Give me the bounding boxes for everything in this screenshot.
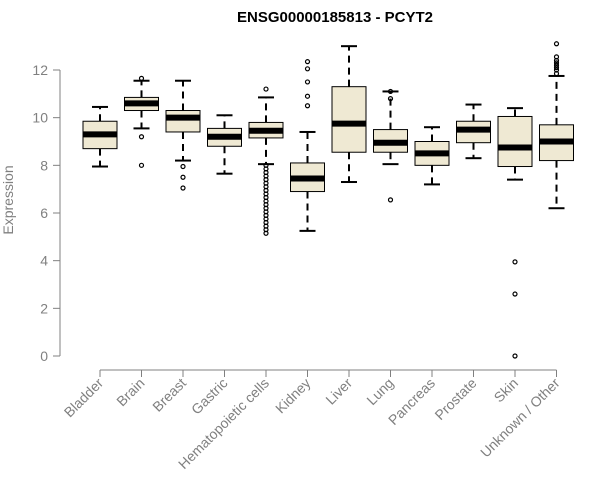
boxes-group [82,41,574,359]
outlier-point [512,291,518,297]
outlier-point [304,93,311,99]
outlier-point [387,95,394,102]
outlier-point [553,54,560,60]
outlier-point [512,353,518,359]
box-brain [124,75,159,168]
x-tick-label: Breast [149,375,189,415]
outlier-point [553,41,560,47]
x-tick-label: Bladder [61,375,107,421]
chart-title: ENSG00000185813 - PCYT2 [237,9,433,26]
box-hematopoietic-cells [248,86,284,236]
outlier-point [180,163,186,170]
y-axis-label: Expression [0,165,16,234]
y-tick-label: 8 [40,157,48,173]
x-tick-label: Brain [113,375,147,409]
outlier-point [553,60,560,66]
box-gastric [207,114,242,175]
x-tick-label: Lung [363,375,396,408]
box-prostate [456,103,491,160]
box-lung [373,88,408,203]
outlier-point [553,62,560,68]
x-tick-label: Skin [491,375,522,406]
outlier-point [138,162,145,168]
outlier-point [304,79,311,85]
outlier-point [553,65,560,71]
iqr-box [165,110,201,133]
y-tick-label: 12 [32,62,48,78]
y-tick-label: 4 [40,253,48,269]
box-unknown-other [539,41,574,210]
x-tick-label: Prostate [431,375,479,423]
box-skin [497,107,533,359]
outlier-point [263,86,269,92]
box-kidney [290,59,325,232]
y-tick-label: 6 [40,205,48,221]
y-tick-label: 2 [40,300,48,316]
outlier-point [387,197,394,203]
outlier-point [180,185,186,191]
outlier-point [304,103,311,109]
y-tick-label: 10 [32,110,48,126]
outlier-point [180,174,186,180]
y-tick-label: 0 [40,348,48,364]
outlier-point [263,162,269,168]
y-axis: 0 2 4 6 8 10 12 [32,62,61,364]
outlier-point [304,59,311,65]
outlier-point [138,134,145,140]
outlier-point [304,66,311,72]
outlier-point [512,259,518,265]
box-breast [165,79,201,191]
outlier-point [138,75,145,81]
outlier-point [553,67,560,73]
box-liver [331,45,367,184]
iqr-box [497,115,533,168]
x-tick-label: Unknown / Other [477,375,563,461]
x-tick-label: Liver [322,375,355,408]
x-tick-label: Kidney [272,375,314,417]
box-bladder [82,105,118,168]
outlier-point [387,88,394,95]
box-pancreas [414,126,450,186]
iqr-box [331,86,367,153]
